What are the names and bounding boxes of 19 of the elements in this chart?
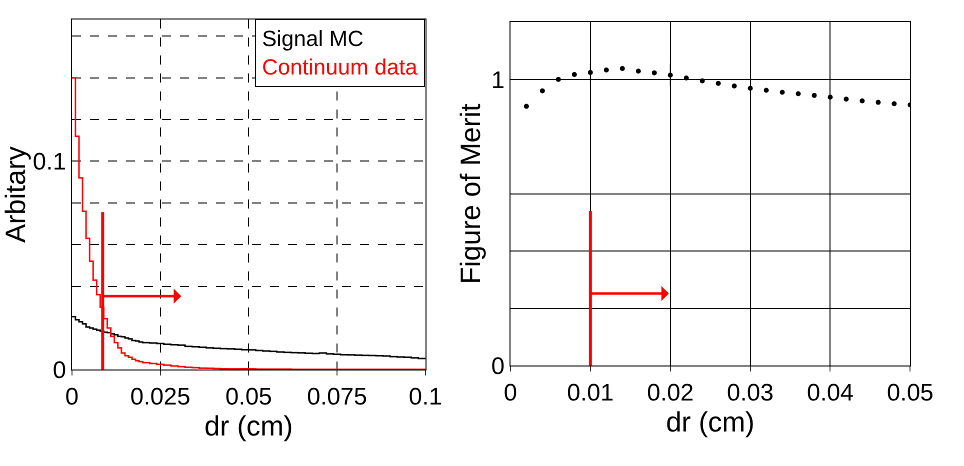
x-tick-label: 0.025 xyxy=(130,384,190,411)
point xyxy=(732,83,737,88)
x-tick-label: 0.02 xyxy=(646,379,694,406)
text: Continuum data xyxy=(262,54,418,80)
point xyxy=(668,72,673,78)
text: Signal MC xyxy=(262,26,364,51)
x-tick-label: 0.1 xyxy=(408,384,442,411)
x-tick-label: 0.04 xyxy=(806,379,854,406)
x-axis-title: dr (cm) xyxy=(666,406,755,438)
x-tick-label: 0.03 xyxy=(726,379,774,406)
point xyxy=(588,70,593,76)
x-tick-label: 0.01 xyxy=(567,379,614,406)
y-axis-title: Arbitary xyxy=(0,146,31,243)
y-axis-title: Figure of Merit xyxy=(454,103,486,284)
y-tick-label: 1 xyxy=(491,66,505,94)
x-tick-label: 0.05 xyxy=(886,379,934,406)
x-tick-label: 0.05 xyxy=(225,384,272,411)
x-tick-label: 0.075 xyxy=(307,384,368,411)
x-axis-title: dr (cm) xyxy=(204,410,293,442)
